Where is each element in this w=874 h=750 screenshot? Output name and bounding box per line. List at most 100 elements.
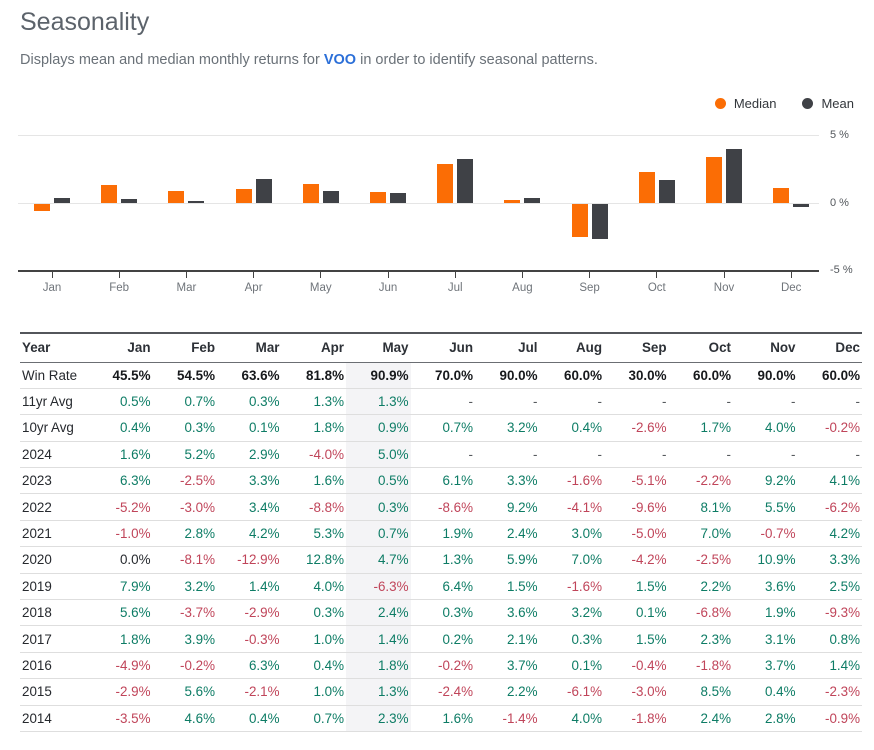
cell-2023-may: 0.5% [346, 467, 411, 495]
bar-median-nov[interactable] [706, 157, 722, 203]
bar-median-aug[interactable] [504, 200, 521, 203]
cell-2019-mar: 1.4% [217, 573, 282, 601]
cell-win-rate-nov: 90.0% [733, 362, 798, 389]
cell-win-rate-jan: 45.5% [88, 362, 153, 389]
cell-2018-feb: -3.7% [152, 599, 217, 627]
cell-2019-feb: 3.2% [152, 573, 217, 601]
page-title: Seasonality [20, 8, 150, 36]
cell-2024-sep: - [604, 441, 669, 469]
bar-median-jul[interactable] [437, 164, 454, 203]
cell-10yr-avg-sep: -2.6% [604, 414, 669, 442]
cell-2016-jan: -4.9% [88, 652, 153, 680]
x-axis-tick [790, 272, 792, 278]
cell-2023-nov: 9.2% [733, 467, 798, 495]
cell-2023-dec: 4.1% [797, 467, 862, 495]
bar-mean-oct[interactable] [658, 180, 675, 203]
legend-item-median[interactable]: Median [714, 96, 776, 111]
column-header-apr: Apr [281, 332, 346, 363]
cell-2016-sep: -0.4% [604, 652, 669, 680]
cell-2023-oct: -2.2% [668, 467, 733, 495]
cell-2018-oct: -6.8% [668, 599, 733, 627]
median-swatch-icon [714, 98, 726, 109]
cell-2020-apr: 12.8% [281, 546, 346, 574]
column-header-may: May [346, 332, 411, 363]
cell-2016-jun: -0.2% [410, 652, 475, 680]
bar-mean-may[interactable] [322, 191, 339, 203]
cell-10yr-avg-jan: 0.4% [88, 414, 153, 442]
cell-11yr-avg-apr: 1.3% [281, 388, 346, 416]
bar-median-may[interactable] [302, 184, 319, 203]
cell-2021-jul: 2.4% [475, 520, 540, 548]
cell-2021-sep: -5.0% [604, 520, 669, 548]
cell-11yr-avg-mar: 0.3% [217, 388, 282, 416]
cell-2015-jan: -2.9% [88, 678, 153, 706]
cell-2016-feb: -0.2% [152, 652, 217, 680]
bar-mean-sep[interactable] [591, 204, 608, 239]
cell-2018-apr: 0.3% [281, 599, 346, 627]
column-header-jul: Jul [475, 332, 540, 363]
bar-mean-apr[interactable] [255, 179, 272, 203]
cell-11yr-avg-feb: 0.7% [152, 388, 217, 416]
bar-median-feb[interactable] [101, 185, 118, 203]
x-axis-label-feb: Feb [109, 282, 130, 294]
cell-2022-dec: -6.2% [797, 493, 862, 521]
table-row-2017: 2017 1.8% 3.9% -0.3% 1.0% 1.4% 0.2% 2.1% 0.3% 1.5… [20, 625, 862, 653]
cell-2023-jul: 3.3% [475, 467, 540, 495]
bar-mean-jun[interactable] [390, 193, 406, 203]
x-axis-tick [320, 272, 322, 278]
row-label: 2015 [20, 678, 88, 706]
cell-2016-aug: 0.1% [539, 652, 604, 680]
table-row-2019: 2019 7.9% 3.2% 1.4% 4.0% -6.3% 6.4% 1.5% -1.6% 1.… [20, 573, 862, 601]
bar-mean-jul[interactable] [457, 159, 474, 203]
seasonality-bar-chart: 5 % 0 % -5 % Jan Feb Mar Apr May Jun Jul Aug Sep Oct… [0, 125, 874, 310]
cell-2022-sep: -9.6% [604, 493, 669, 521]
column-header-jan: Jan [88, 332, 153, 363]
cell-2018-aug: 3.2% [539, 599, 604, 627]
x-axis-label-aug: Aug [512, 282, 533, 294]
x-axis-tick [656, 272, 658, 278]
bar-mean-aug[interactable] [524, 198, 541, 203]
cell-2021-jun: 1.9% [410, 520, 475, 548]
cell-2022-mar: 3.4% [217, 493, 282, 521]
cell-2016-nov: 3.7% [733, 652, 798, 680]
bar-mean-mar[interactable] [188, 201, 205, 203]
bar-median-jan[interactable] [34, 204, 50, 211]
cell-11yr-avg-jan: 0.5% [88, 388, 153, 416]
cell-2020-jun: 1.3% [410, 546, 475, 574]
cell-2024-dec: - [797, 441, 862, 469]
row-label: 10yr Avg [20, 414, 88, 442]
column-header-mar: Mar [217, 332, 282, 363]
cell-win-rate-oct: 60.0% [668, 362, 733, 389]
legend-item-mean[interactable]: Mean [802, 96, 854, 111]
cell-2023-jun: 6.1% [410, 467, 475, 495]
cell-2024-oct: - [668, 441, 733, 469]
bar-median-dec[interactable] [773, 188, 790, 203]
cell-2016-jul: 3.7% [475, 652, 540, 680]
bar-median-jun[interactable] [370, 192, 386, 203]
cell-2015-jul: 2.2% [475, 678, 540, 706]
cell-2024-feb: 5.2% [152, 441, 217, 469]
cell-2022-jun: -8.6% [410, 493, 475, 521]
row-label: 2017 [20, 625, 88, 653]
bar-mean-nov[interactable] [726, 149, 742, 203]
column-header-sep: Sep [604, 332, 669, 363]
cell-2022-aug: -4.1% [539, 493, 604, 521]
cell-2017-jul: 2.1% [475, 625, 540, 653]
bar-median-mar[interactable] [168, 191, 185, 203]
bar-median-apr[interactable] [235, 189, 252, 203]
bar-mean-dec[interactable] [793, 204, 810, 207]
table-row-2018: 2018 5.6% -3.7% -2.9% 0.3% 2.4% 0.3% 3.6% 3.2% 0.… [20, 599, 862, 627]
cell-2021-aug: 3.0% [539, 520, 604, 548]
bar-median-sep[interactable] [571, 204, 588, 237]
cell-2023-sep: -5.1% [604, 467, 669, 495]
cell-win-rate-jul: 90.0% [475, 362, 540, 389]
subtitle-suffix: in order to identify seasonal patterns. [356, 52, 598, 68]
bar-median-oct[interactable] [638, 172, 655, 203]
ticker-link[interactable]: VOO [323, 52, 357, 68]
bar-mean-jan[interactable] [54, 198, 70, 203]
cell-10yr-avg-feb: 0.3% [152, 414, 217, 442]
bar-mean-feb[interactable] [121, 199, 138, 203]
cell-2022-may: 0.3% [346, 493, 411, 521]
cell-2019-oct: 2.2% [668, 573, 733, 601]
cell-2022-oct: 8.1% [668, 493, 733, 521]
